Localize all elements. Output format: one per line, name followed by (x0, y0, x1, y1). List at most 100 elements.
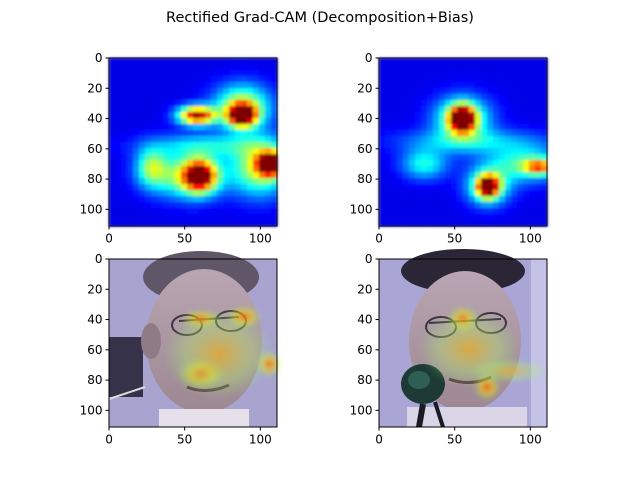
heatmap-cell (121, 64, 128, 71)
heatmap-cell (169, 88, 176, 95)
heatmap-cell (121, 196, 128, 203)
heatmap-cell (529, 142, 536, 149)
heatmap-cell (181, 94, 188, 101)
heatmap-cell (133, 112, 140, 119)
heatmap-cell (463, 88, 470, 95)
heatmap-cell (175, 58, 182, 65)
heatmap-cell (409, 82, 416, 89)
heatmap-cell (175, 202, 182, 209)
heatmap-cell (241, 106, 248, 113)
heatmap-cell (397, 76, 404, 83)
heatmap-cell (451, 136, 458, 143)
heatmap-cell (151, 190, 158, 197)
heatmap-cell (385, 154, 392, 161)
heatmap-cell (247, 172, 254, 179)
heatmap-cell (469, 130, 476, 137)
heatmap-cell (517, 94, 524, 101)
heatmap-cell (403, 214, 410, 221)
panel-top-right-frame (378, 57, 548, 227)
heatmap-cell (499, 70, 506, 77)
heatmap-cell (433, 124, 440, 131)
heatmap-cell (463, 76, 470, 83)
heatmap-cell (133, 160, 140, 167)
heatmap-cell (127, 160, 134, 167)
heatmap-cell (379, 202, 386, 209)
heatmap-cell (271, 94, 278, 101)
heatmap-cell (511, 124, 518, 131)
heatmap-cell (445, 82, 452, 89)
heatmap-cell (229, 196, 236, 203)
heatmap-cell (139, 70, 146, 77)
heatmap-cell (529, 184, 536, 191)
heatmap-cell (163, 94, 170, 101)
heatmap-cell (541, 148, 548, 155)
heatmap-cell (535, 148, 542, 155)
heatmap-cell (451, 172, 458, 179)
heatmap-cell (487, 70, 494, 77)
heatmap-cell (499, 172, 506, 179)
heatmap-cell (511, 82, 518, 89)
heatmap-cell (223, 70, 230, 77)
heatmap-cell (409, 136, 416, 143)
heatmap-cell (385, 184, 392, 191)
heatmap-cell (535, 220, 542, 227)
heatmap-cell (481, 130, 488, 137)
heatmap-cell (187, 178, 194, 185)
heatmap-cell (139, 184, 146, 191)
heatmap-cell (403, 82, 410, 89)
heatmap-cell (175, 184, 182, 191)
heatmap-cell (121, 136, 128, 143)
heatmap-cell (175, 214, 182, 221)
heatmap-cell (211, 88, 218, 95)
heatmap-cell (385, 88, 392, 95)
heatmap-cell (109, 202, 116, 209)
heatmap-cell (517, 208, 524, 215)
heatmap-cell (229, 208, 236, 215)
heatmap-cell (457, 148, 464, 155)
heatmap-cell (139, 136, 146, 143)
heatmap-cell (427, 130, 434, 137)
heatmap-cell (487, 94, 494, 101)
heatmap-cell (517, 184, 524, 191)
heatmap-cell (493, 190, 500, 197)
heatmap-cell (535, 136, 542, 143)
heatmap-cell (193, 178, 200, 185)
heatmap-cell (175, 88, 182, 95)
heatmap-cell (445, 160, 452, 167)
heatmap-cell (199, 82, 206, 89)
heatmap-cell (145, 160, 152, 167)
heatmap-cell (163, 202, 170, 209)
heatmap-cell (127, 124, 134, 131)
heatmap-cell (109, 172, 116, 179)
heatmap-cell (253, 160, 260, 167)
heatmap-cell (151, 76, 158, 83)
y-tick-label: 100 (350, 202, 373, 216)
heatmap-cell (463, 136, 470, 143)
heatmap-cell (439, 130, 446, 137)
heatmap-cell (427, 124, 434, 131)
heatmap-cell (241, 202, 248, 209)
heatmap-cell (223, 190, 230, 197)
heatmap-cell (379, 64, 386, 71)
heatmap-cell (193, 124, 200, 131)
heatmap-cell (145, 100, 152, 107)
heatmap-cell (187, 118, 194, 125)
heatmap-cell (265, 190, 272, 197)
heatmap-cell (259, 94, 266, 101)
heatmap-cell (121, 202, 128, 209)
heatmap-cell (463, 178, 470, 185)
heatmap-cell (181, 202, 188, 209)
heatmap-cell (133, 94, 140, 101)
heatmap-cell (541, 190, 548, 197)
heatmap-cell (229, 214, 236, 221)
heatmap-cell (463, 148, 470, 155)
heatmap-cell (175, 76, 182, 83)
heatmap-cell (535, 58, 542, 65)
heatmap-cell (541, 100, 548, 107)
heatmap-cell (439, 154, 446, 161)
heatmap-cell (199, 76, 206, 83)
heatmap-cell (397, 154, 404, 161)
heatmap-cell (385, 100, 392, 107)
heatmap-cell (535, 190, 542, 197)
